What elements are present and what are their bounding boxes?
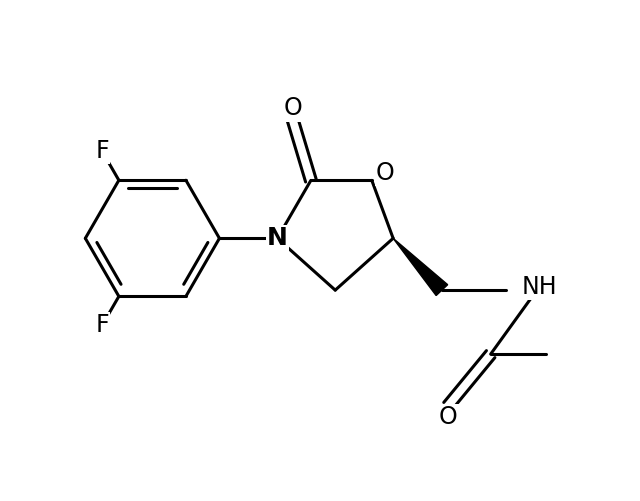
Text: N: N [267,226,288,250]
Text: O: O [283,97,302,120]
Text: F: F [95,314,109,337]
Polygon shape [393,238,447,296]
Text: O: O [376,161,395,185]
Text: NH: NH [521,275,557,299]
Text: O: O [438,405,458,429]
Text: F: F [95,139,109,163]
